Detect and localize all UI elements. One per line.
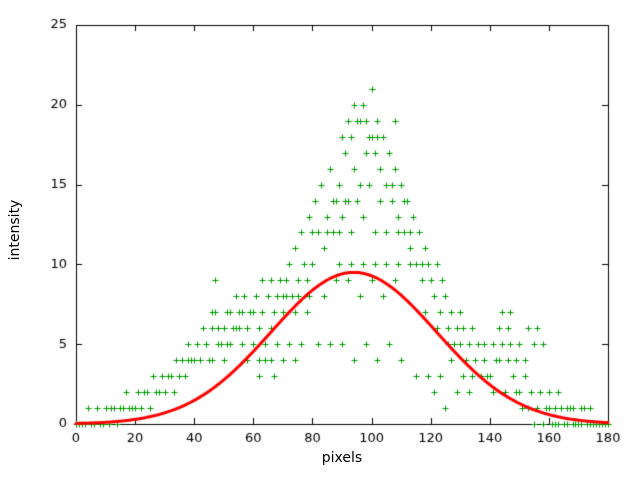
x-axis-label: pixels [321,450,363,466]
y-axis-label: intensity [7,199,23,261]
